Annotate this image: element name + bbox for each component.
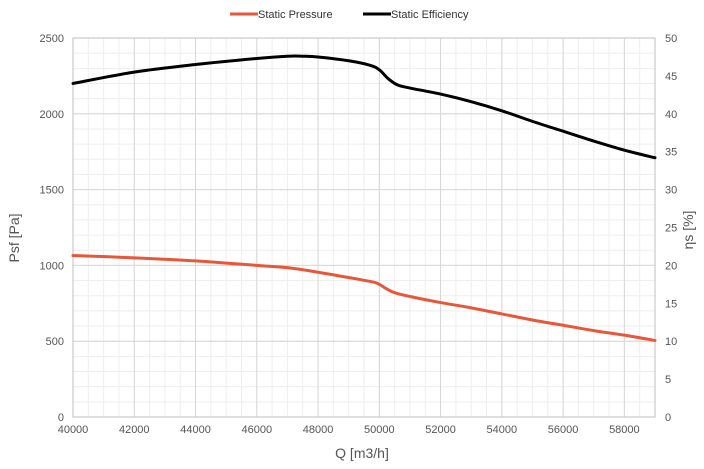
y-left-tick-label: 2000 [40, 109, 64, 121]
legend-item-static-pressure[interactable]: Static Pressure [230, 9, 333, 21]
y-right-tick-label: 15 [665, 298, 677, 310]
y-left-tick-label: 2500 [40, 33, 64, 45]
y-right-tick-label: 5 [665, 374, 671, 386]
major-grid [72, 37, 655, 418]
x-tick-labels: 40000 42000 44000 46000 48000 50000 52000 54000… [58, 424, 640, 436]
plot-frame [72, 37, 656, 418]
y-right-tick-label: 50 [665, 33, 677, 45]
y-left-tick-label: 1500 [40, 185, 64, 197]
x-axis-title: Q [m3/h] [335, 445, 389, 461]
y-right-tick-label: 45 [665, 71, 677, 83]
y-left-tick-label: 0 [58, 412, 64, 424]
series-line-static-pressure [71, 254, 657, 342]
x-tick-label: 48000 [303, 424, 334, 436]
y-right-tick-label: 40 [665, 109, 677, 121]
series-line-static-efficiency [71, 54, 657, 160]
x-tick-label: 52000 [425, 424, 456, 436]
x-tick-label: 56000 [548, 424, 579, 436]
y-right-tick-label: 30 [665, 185, 677, 197]
legend: Static Pressure Static Efficiency [230, 9, 469, 21]
y-right-tick-label: 35 [665, 147, 677, 159]
x-tick-label: 44000 [180, 424, 211, 436]
y-right-tick-label: 20 [665, 260, 677, 272]
x-tick-label: 50000 [364, 424, 395, 436]
y-left-axis-title: Psf [Pa] [6, 213, 22, 262]
x-tick-label: 46000 [241, 424, 272, 436]
y-right-axis-title: ηs [%] [680, 211, 696, 250]
y-left-tick-label: 1000 [40, 260, 64, 272]
minor-grid [72, 37, 656, 418]
x-tick-label: 58000 [609, 424, 640, 436]
y-right-tick-labels: 0 5 10 15 20 25 30 35 40 45 50 [665, 33, 677, 424]
x-tick-label: 54000 [487, 424, 518, 436]
legend-item-static-efficiency[interactable]: Static Efficiency [363, 9, 469, 21]
x-tick-label: 40000 [58, 424, 89, 436]
y-left-tick-label: 500 [46, 336, 64, 348]
y-right-tick-label: 10 [665, 336, 677, 348]
x-tick-label: 42000 [119, 424, 150, 436]
y-right-tick-label: 0 [665, 412, 671, 424]
series-layer [71, 54, 657, 342]
y-left-tick-labels: 0 500 1000 1500 2000 2500 [40, 33, 64, 424]
legend-label-static-efficiency: Static Efficiency [391, 9, 469, 21]
legend-label-static-pressure: Static Pressure [258, 9, 333, 21]
y-right-tick-label: 25 [665, 223, 677, 235]
